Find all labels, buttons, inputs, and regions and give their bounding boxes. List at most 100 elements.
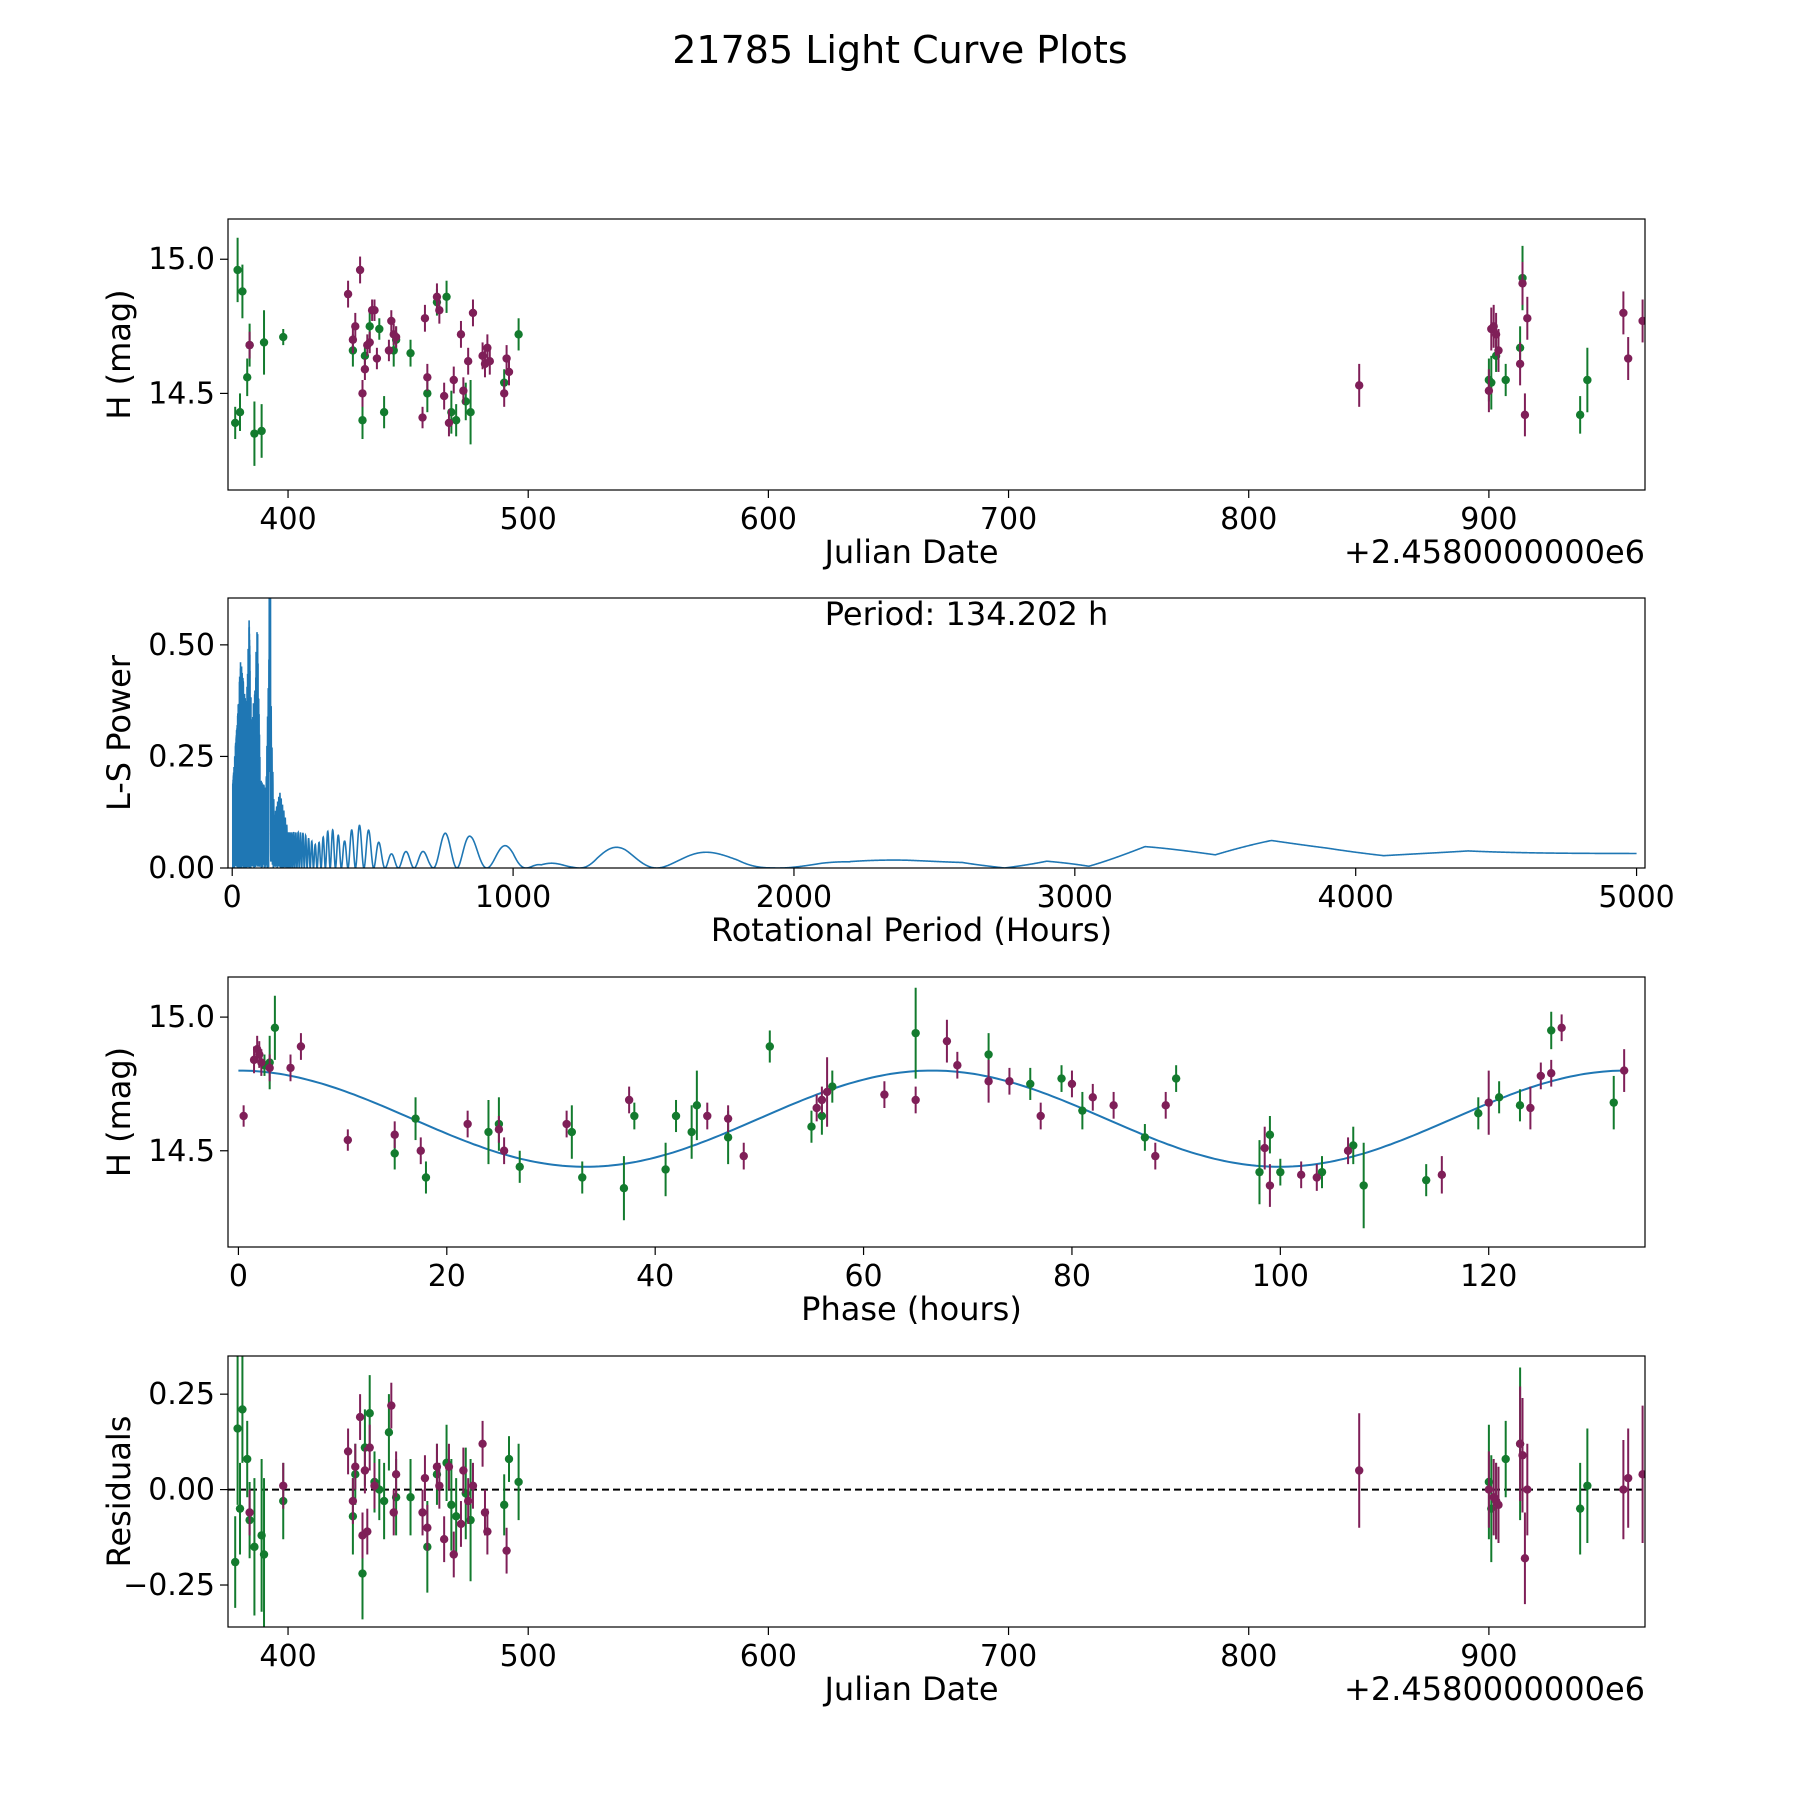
lightcurve-ytick-label: 14.5	[148, 376, 215, 411]
phased-point-purple	[265, 1063, 274, 1073]
lightcurve-point-purple	[468, 308, 478, 318]
residuals-point-purple	[279, 1481, 288, 1490]
lightcurve-xtick-label: 400	[259, 502, 316, 537]
residuals-points	[231, 1356, 1645, 1627]
lightcurve-frame	[227, 218, 1646, 491]
residuals-point-purple	[387, 1401, 396, 1410]
phased-point-purple	[1088, 1093, 1097, 1102]
phased-point-green	[1140, 1133, 1150, 1142]
phased-point-green	[765, 1042, 774, 1051]
periodogram-ylabel: L-S Power	[100, 654, 138, 811]
phased-point-purple	[1260, 1143, 1269, 1153]
phased-point-green	[687, 1127, 696, 1137]
periodogram-ytick-label: 0.50	[148, 628, 215, 663]
lightcurve-panel: 400 500 600 700 800 900 14.5 15.0 Julian Date H (…	[100, 218, 1646, 571]
lightcurve-point-purple	[1484, 386, 1494, 395]
lightcurve-point-purple	[384, 346, 394, 355]
lightcurve-point-purple	[365, 338, 374, 347]
lightcurve-point-green	[358, 416, 367, 425]
periodogram-xtick-label: 0	[223, 880, 242, 915]
phased-point-green	[828, 1082, 837, 1091]
phased-point-purple	[1437, 1170, 1447, 1180]
periodogram-xtick-label: 2000	[756, 880, 832, 915]
phased-xtick-label: 120	[1460, 1259, 1517, 1294]
residuals-point-purple	[1523, 1485, 1532, 1494]
phased-point-purple	[1343, 1146, 1353, 1155]
residuals-point-green	[250, 1542, 259, 1552]
lightcurve-point-green	[442, 292, 451, 302]
phased-points	[239, 987, 1629, 1229]
phased-point-green	[1078, 1106, 1087, 1115]
lightcurve-point-purple	[245, 340, 254, 350]
phased-point-green	[1609, 1098, 1618, 1107]
residuals-point-purple	[1494, 1500, 1503, 1510]
lightcurve-offset-text: +2.4580000000e6	[1344, 533, 1645, 571]
phased-point-green	[1317, 1167, 1327, 1177]
residuals-point-purple	[389, 1508, 398, 1517]
lightcurve-point-green	[279, 332, 288, 342]
phased-point-green	[817, 1111, 827, 1121]
phased-point-green	[1359, 1181, 1368, 1190]
phased-point-purple	[723, 1114, 733, 1123]
residuals-xtick-label: 500	[500, 1639, 557, 1674]
residuals-point-purple	[1623, 1473, 1633, 1483]
phased-point-purple	[1619, 1066, 1629, 1075]
lightcurve-point-purple	[358, 389, 367, 398]
phased-point-purple	[1312, 1173, 1321, 1182]
lightcurve-point-purple	[391, 332, 401, 342]
residuals-point-green	[235, 1504, 245, 1513]
phased-point-purple	[880, 1090, 889, 1099]
phased-point-purple	[942, 1036, 952, 1046]
lightcurve-point-green	[231, 418, 240, 428]
phased-point-purple	[249, 1055, 259, 1065]
residuals-point-purple	[1484, 1485, 1494, 1494]
lightcurve-point-purple	[355, 265, 365, 275]
phased-point-purple	[1109, 1101, 1118, 1110]
lightcurve-point-green	[243, 373, 252, 382]
residuals-point-green	[406, 1493, 415, 1502]
lightcurve-point-purple	[360, 365, 370, 374]
residuals-point-purple	[483, 1527, 492, 1536]
phased-point-purple	[1005, 1077, 1014, 1086]
phased-point-green	[630, 1111, 639, 1121]
lightcurve-points	[231, 237, 1645, 466]
lightcurve-point-purple	[1494, 346, 1503, 355]
residuals-ytick-label: 0.25	[148, 1377, 215, 1412]
lightcurve-point-purple	[351, 322, 360, 331]
periodogram-ytick-label: 0.25	[148, 739, 215, 774]
residuals-point-green	[238, 1405, 247, 1414]
residuals-point-purple	[449, 1550, 458, 1559]
phased-point-purple	[257, 1058, 266, 1067]
phased-point-purple	[1547, 1069, 1556, 1078]
phased-point-purple	[1536, 1071, 1546, 1081]
phased-point-green	[984, 1050, 993, 1059]
residuals-frame	[227, 1355, 1646, 1628]
lightcurve-point-purple	[1523, 314, 1532, 323]
phased-ytick-label: 15.0	[148, 1000, 215, 1035]
phased-point-green	[1276, 1167, 1285, 1177]
phased-point-purple	[739, 1151, 748, 1161]
lightcurve-point-purple	[387, 316, 396, 326]
lightcurve-xtick-label: 500	[500, 502, 557, 537]
residuals-point-green	[358, 1569, 367, 1578]
phased-point-purple	[984, 1077, 993, 1086]
phased-point-purple	[1036, 1111, 1045, 1121]
residuals-point-purple	[423, 1523, 432, 1532]
phased-point-green	[1474, 1109, 1483, 1118]
lightcurve-point-purple	[463, 357, 473, 366]
lightcurve-point-purple	[504, 367, 514, 377]
phased-point-purple	[1161, 1101, 1170, 1110]
residuals-ytick-label: −0.25	[123, 1568, 215, 1603]
phased-point-purple	[1526, 1103, 1535, 1113]
phased-point-green	[692, 1101, 702, 1110]
phased-point-green	[1171, 1074, 1181, 1083]
lightcurve-ylabel: H (mag)	[100, 289, 138, 419]
lightcurve-point-green	[514, 330, 523, 339]
residuals-xtick-label: 600	[740, 1639, 797, 1674]
residuals-point-green	[233, 1424, 242, 1433]
residuals-xtick-label: 400	[259, 1639, 316, 1674]
periodogram-ytick-label: 0.00	[148, 851, 215, 886]
lightcurve-point-purple	[499, 389, 509, 398]
